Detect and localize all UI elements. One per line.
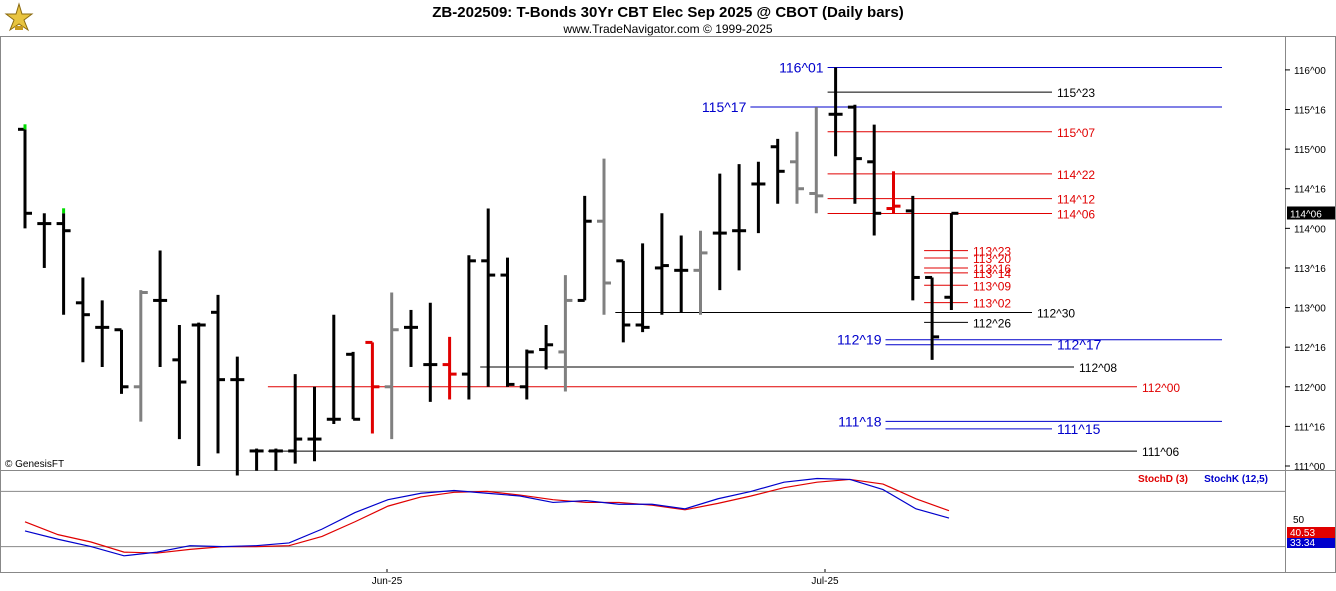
level-label: 113^02 <box>973 297 1011 311</box>
level-label: 115^23 <box>1057 86 1095 100</box>
price-axis-label: 114^16 <box>1294 185 1326 196</box>
stoch-legend-d: StochD (3) <box>1138 474 1188 485</box>
stoch-legend-k: StochK (12,5) <box>1204 474 1268 485</box>
level-label: 114^06 <box>1057 207 1095 221</box>
level-label: 113^09 <box>973 279 1011 293</box>
chart-subtitle: www.TradeNavigator.com © 1999-2025 <box>563 22 773 36</box>
level-label: 113^23 <box>973 245 1011 259</box>
level-label: 111^15 <box>1057 421 1101 437</box>
price-axis-label: 112^00 <box>1294 383 1326 394</box>
chart-title: ZB-202509: T-Bonds 30Yr CBT Elec Sep 202… <box>432 4 904 21</box>
bar-marker <box>62 208 66 214</box>
chart-frame <box>0 36 1336 573</box>
current-price-tag <box>1287 206 1335 220</box>
level-label: 113^20 <box>973 252 1011 266</box>
price-axis-label: 113^16 <box>1294 264 1326 275</box>
copyright-label: © GenesisFT <box>5 459 64 470</box>
level-label: 111^18 <box>838 413 882 429</box>
stoch-d-value: 40.53 <box>1290 528 1315 539</box>
level-label: 112^08 <box>1079 361 1117 375</box>
level-label: 114^12 <box>1057 193 1095 207</box>
level-label: 113^16 <box>973 262 1011 276</box>
chart-header: ZB-202509: T-Bonds 30Yr CBT Elec Sep 202… <box>0 0 1336 36</box>
stoch-k-line <box>24 477 950 557</box>
level-label: 112^30 <box>1037 306 1075 320</box>
date-axis-label: Jun-25 <box>372 576 403 587</box>
bar-marker <box>23 124 27 130</box>
stoch-k-value: 33.34 <box>1290 538 1315 549</box>
stoch-k-tag <box>1287 538 1335 548</box>
price-axis-label: 111^00 <box>1294 462 1325 473</box>
level-label: 115^17 <box>702 99 747 115</box>
date-axis-label: Jul-25 <box>811 576 839 587</box>
level-label: 112^00 <box>1142 381 1180 395</box>
price-axis-label: 111^16 <box>1294 422 1325 433</box>
price-axis-label: 112^16 <box>1294 343 1326 354</box>
level-label: 114^22 <box>1057 168 1095 182</box>
stoch-d-tag <box>1287 527 1335 538</box>
price-axis-label: 116^00 <box>1294 66 1326 77</box>
price-axis-label: 114^00 <box>1294 224 1326 235</box>
level-label: 116^01 <box>779 59 824 75</box>
stoch-axis-label: 50 <box>1293 515 1305 526</box>
level-label: 112^17 <box>1057 337 1102 353</box>
level-label: 113^14 <box>973 267 1011 281</box>
stoch-d-line <box>24 478 950 554</box>
level-label: 112^19 <box>837 332 882 348</box>
level-label: 111^06 <box>1142 445 1180 459</box>
price-axis-label: 113^00 <box>1294 304 1326 315</box>
level-label: 115^07 <box>1057 126 1095 140</box>
trade-navigator-logo-icon <box>4 2 34 32</box>
price-axis-label: 115^00 <box>1294 145 1326 156</box>
price-axis-label: 115^16 <box>1294 106 1326 117</box>
current-price-label: 114^06 <box>1290 209 1322 220</box>
level-label: 112^26 <box>973 316 1011 330</box>
